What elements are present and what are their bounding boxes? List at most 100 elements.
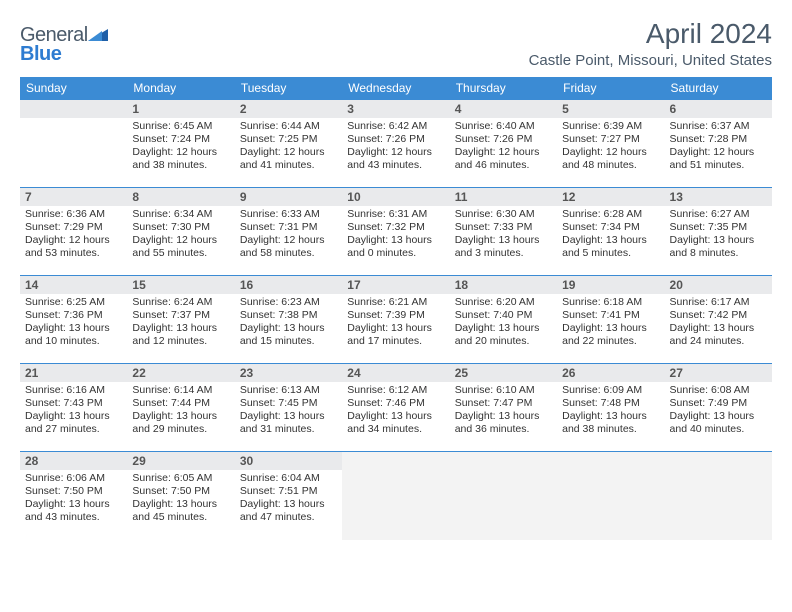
day-body: Sunrise: 6:04 AMSunset: 7:51 PMDaylight:…	[235, 470, 342, 527]
calendar-week-row: 7Sunrise: 6:36 AMSunset: 7:29 PMDaylight…	[20, 188, 772, 276]
calendar-day-cell: 17 Sunrise: 6:21 AMSunset: 7:39 PMDayligh…	[342, 276, 449, 364]
calendar-day-cell	[450, 452, 557, 540]
title-block: April 2024 Castle Point, Missouri, Unite…	[529, 18, 772, 69]
sunset-text: Sunset: 7:25 PM	[240, 133, 337, 146]
calendar-day-cell: 28Sunrise: 6:06 AMSunset: 7:50 PMDayligh…	[20, 452, 127, 540]
sunset-text: Sunset: 7:49 PM	[670, 397, 767, 410]
day-body: Sunrise: 6:27 AMSunset: 7:35 PMDaylight:…	[665, 206, 772, 263]
sunrise-text: Sunrise: 6:21 AM	[347, 296, 444, 309]
day-number: 8	[127, 188, 234, 206]
sunset-text: Sunset: 7:26 PM	[455, 133, 552, 146]
daylight-text: Daylight: 13 hours and 17 minutes.	[347, 322, 444, 348]
logo: General Blue	[20, 18, 108, 66]
sunrise-text: Sunrise: 6:36 AM	[25, 208, 122, 221]
sunrise-text: Sunrise: 6:08 AM	[670, 384, 767, 397]
daylight-text: Daylight: 12 hours and 53 minutes.	[25, 234, 122, 260]
calendar-week-row: 14Sunrise: 6:25 AMSunset: 7:36 PMDayligh…	[20, 276, 772, 364]
day-body: Sunrise: 6:44 AMSunset: 7:25 PMDaylight:…	[235, 118, 342, 175]
weekday-heading: Friday	[557, 77, 664, 100]
day-number	[450, 452, 557, 470]
day-body: Sunrise: 6:37 AMSunset: 7:28 PMDaylight:…	[665, 118, 772, 175]
sunset-text: Sunset: 7:39 PM	[347, 309, 444, 322]
daylight-text: Daylight: 13 hours and 20 minutes.	[455, 322, 552, 348]
day-number	[20, 100, 127, 118]
calendar-day-cell: 4Sunrise: 6:40 AMSunset: 7:26 PMDaylight…	[450, 100, 557, 188]
calendar-day-cell: 7Sunrise: 6:36 AMSunset: 7:29 PMDaylight…	[20, 188, 127, 276]
day-number: 16	[235, 276, 342, 294]
sunset-text: Sunset: 7:30 PM	[132, 221, 229, 234]
sunrise-text: Sunrise: 6:20 AM	[455, 296, 552, 309]
day-body: Sunrise: 6:09 AMSunset: 7:48 PMDaylight:…	[557, 382, 664, 439]
logo-triangle-icon	[88, 27, 108, 41]
calendar-body: 1Sunrise: 6:45 AMSunset: 7:24 PMDaylight…	[20, 100, 772, 540]
day-number: 29	[127, 452, 234, 470]
calendar-day-cell	[665, 452, 772, 540]
day-number: 23	[235, 364, 342, 382]
sunset-text: Sunset: 7:32 PM	[347, 221, 444, 234]
day-body: Sunrise: 6:34 AMSunset: 7:30 PMDaylight:…	[127, 206, 234, 263]
daylight-text: Daylight: 12 hours and 41 minutes.	[240, 146, 337, 172]
calendar-day-cell: 21Sunrise: 6:16 AMSunset: 7:43 PMDayligh…	[20, 364, 127, 452]
sunset-text: Sunset: 7:29 PM	[25, 221, 122, 234]
day-number: 24	[342, 364, 449, 382]
sunset-text: Sunset: 7:48 PM	[562, 397, 659, 410]
weekday-heading: Thursday	[450, 77, 557, 100]
day-number: 11	[450, 188, 557, 206]
sunrise-text: Sunrise: 6:33 AM	[240, 208, 337, 221]
day-number: 19	[557, 276, 664, 294]
day-body: Sunrise: 6:23 AMSunset: 7:38 PMDaylight:…	[235, 294, 342, 351]
calendar-day-cell: 1Sunrise: 6:45 AMSunset: 7:24 PMDaylight…	[127, 100, 234, 188]
daylight-text: Daylight: 13 hours and 43 minutes.	[25, 498, 122, 524]
sunrise-text: Sunrise: 6:25 AM	[25, 296, 122, 309]
sunrise-text: Sunrise: 6:09 AM	[562, 384, 659, 397]
sunrise-text: Sunrise: 6:42 AM	[347, 120, 444, 133]
day-number: 7	[20, 188, 127, 206]
daylight-text: Daylight: 13 hours and 27 minutes.	[25, 410, 122, 436]
day-body: Sunrise: 6:08 AMSunset: 7:49 PMDaylight:…	[665, 382, 772, 439]
day-number: 1	[127, 100, 234, 118]
daylight-text: Daylight: 13 hours and 38 minutes.	[562, 410, 659, 436]
sunset-text: Sunset: 7:44 PM	[132, 397, 229, 410]
day-body: Sunrise: 6:39 AMSunset: 7:27 PMDaylight:…	[557, 118, 664, 175]
day-body: Sunrise: 6:05 AMSunset: 7:50 PMDaylight:…	[127, 470, 234, 527]
sunrise-text: Sunrise: 6:30 AM	[455, 208, 552, 221]
day-number: 2	[235, 100, 342, 118]
sunset-text: Sunset: 7:42 PM	[670, 309, 767, 322]
sunset-text: Sunset: 7:28 PM	[670, 133, 767, 146]
day-number	[665, 452, 772, 470]
calendar-day-cell	[342, 452, 449, 540]
calendar-day-cell: 5Sunrise: 6:39 AMSunset: 7:27 PMDaylight…	[557, 100, 664, 188]
day-body: Sunrise: 6:16 AMSunset: 7:43 PMDaylight:…	[20, 382, 127, 439]
calendar-day-cell: 22Sunrise: 6:14 AMSunset: 7:44 PMDayligh…	[127, 364, 234, 452]
day-number: 18	[450, 276, 557, 294]
calendar-day-cell: 3Sunrise: 6:42 AMSunset: 7:26 PMDaylight…	[342, 100, 449, 188]
sunrise-text: Sunrise: 6:12 AM	[347, 384, 444, 397]
day-number: 17	[342, 276, 449, 294]
sunset-text: Sunset: 7:50 PM	[132, 485, 229, 498]
sunrise-text: Sunrise: 6:39 AM	[562, 120, 659, 133]
day-number: 20	[665, 276, 772, 294]
sunset-text: Sunset: 7:43 PM	[25, 397, 122, 410]
day-body: Sunrise: 6:36 AMSunset: 7:29 PMDaylight:…	[20, 206, 127, 263]
daylight-text: Daylight: 12 hours and 51 minutes.	[670, 146, 767, 172]
sunset-text: Sunset: 7:38 PM	[240, 309, 337, 322]
daylight-text: Daylight: 13 hours and 34 minutes.	[347, 410, 444, 436]
daylight-text: Daylight: 13 hours and 15 minutes.	[240, 322, 337, 348]
day-number: 14	[20, 276, 127, 294]
day-body: Sunrise: 6:24 AMSunset: 7:37 PMDaylight:…	[127, 294, 234, 351]
calendar-day-cell: 18 Sunrise: 6:20 AMSunset: 7:40 PMDayligh…	[450, 276, 557, 364]
calendar-day-cell: 19Sunrise: 6:18 AMSunset: 7:41 PMDayligh…	[557, 276, 664, 364]
sunset-text: Sunset: 7:40 PM	[455, 309, 552, 322]
location-subtitle: Castle Point, Missouri, United States	[529, 52, 772, 69]
calendar-table: Sunday Monday Tuesday Wednesday Thursday…	[20, 77, 772, 540]
day-body: Sunrise: 6:31 AMSunset: 7:32 PMDaylight:…	[342, 206, 449, 263]
calendar-week-row: 1Sunrise: 6:45 AMSunset: 7:24 PMDaylight…	[20, 100, 772, 188]
day-number: 13	[665, 188, 772, 206]
day-body: Sunrise: 6:18 AMSunset: 7:41 PMDaylight:…	[557, 294, 664, 351]
calendar-day-cell: 25Sunrise: 6:10 AMSunset: 7:47 PMDayligh…	[450, 364, 557, 452]
day-number	[342, 452, 449, 470]
calendar-day-cell: 23Sunrise: 6:13 AMSunset: 7:45 PMDayligh…	[235, 364, 342, 452]
sunset-text: Sunset: 7:51 PM	[240, 485, 337, 498]
calendar-day-cell: 11Sunrise: 6:30 AMSunset: 7:33 PMDayligh…	[450, 188, 557, 276]
sunset-text: Sunset: 7:37 PM	[132, 309, 229, 322]
